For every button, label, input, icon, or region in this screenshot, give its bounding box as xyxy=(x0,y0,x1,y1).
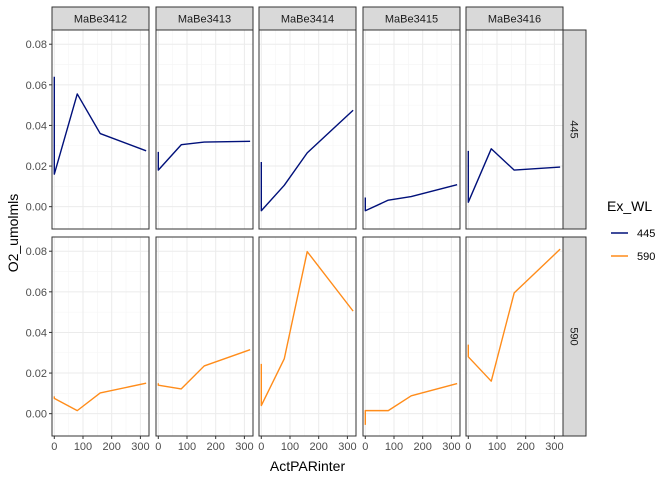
panel-background xyxy=(466,30,563,229)
panel-border xyxy=(362,236,461,437)
x-tick-label: 100 xyxy=(74,441,92,453)
series-line-590-MaBe3412 xyxy=(53,382,147,412)
panel-445-MaBe3414 xyxy=(258,29,357,230)
series-line-445-MaBe3412 xyxy=(53,76,147,175)
y-tick-label: 0.04 xyxy=(26,327,47,339)
strip-label: 590 xyxy=(568,327,580,345)
x-tick-label: 0 xyxy=(362,441,368,453)
series-line-590-MaBe3413 xyxy=(157,349,251,390)
strip-label: MaBe3413 xyxy=(178,14,231,26)
x-tick-label: 300 xyxy=(338,441,356,453)
panel-background xyxy=(259,237,356,436)
panel-590-MaBe3412 xyxy=(51,236,150,437)
strip-label: MaBe3414 xyxy=(281,14,334,26)
y-tick-label: 0.02 xyxy=(26,161,47,173)
strip-background xyxy=(562,236,587,437)
x-tick-label: 0 xyxy=(155,441,161,453)
strip-background xyxy=(562,29,587,230)
series-line-445-MaBe3416 xyxy=(467,148,561,203)
x-tick-label: 0 xyxy=(465,441,471,453)
y-tick-label: 0.08 xyxy=(26,246,47,258)
legend-label: 590 xyxy=(637,251,655,263)
x-tick-label: 200 xyxy=(517,441,535,453)
legend: Ex_WL 445 590 xyxy=(607,198,655,263)
panel-445-MaBe3413 xyxy=(155,29,254,230)
x-tick-label: 100 xyxy=(281,441,299,453)
panel-background xyxy=(156,237,253,436)
facet-panels xyxy=(51,29,564,437)
facet-strips: MaBe3412 MaBe3413 MaBe3414 MaBe3415 MaBe3416… xyxy=(51,6,587,437)
panel-background xyxy=(363,30,460,229)
panel-590-MaBe3414 xyxy=(258,236,357,437)
legend-item-590: 590 xyxy=(611,251,655,263)
strip-col-MaBe3413: MaBe3413 xyxy=(155,6,254,31)
strip-background xyxy=(258,6,357,31)
strip-col-MaBe3415: MaBe3415 xyxy=(362,6,461,31)
x-tick-label: 300 xyxy=(131,441,149,453)
y-tick-label: 0.02 xyxy=(26,368,47,380)
x-tick-label: 200 xyxy=(310,441,328,453)
panel-445-MaBe3412 xyxy=(51,29,150,230)
series-line-590-MaBe3416 xyxy=(467,248,561,382)
panel-border xyxy=(258,236,357,437)
y-tick-label: 0.00 xyxy=(26,409,47,421)
strip-label: MaBe3412 xyxy=(74,14,127,26)
strip-label: MaBe3416 xyxy=(488,14,541,26)
panel-445-MaBe3415 xyxy=(362,29,461,230)
series-line-445-MaBe3415 xyxy=(364,184,458,212)
x-tick-label: 200 xyxy=(414,441,432,453)
panel-background xyxy=(466,237,563,436)
panel-background xyxy=(52,30,149,229)
panel-border xyxy=(155,236,254,437)
x-tick-label: 200 xyxy=(103,441,121,453)
strip-col-MaBe3412: MaBe3412 xyxy=(51,6,150,31)
strip-label: 445 xyxy=(568,120,580,138)
legend-label: 445 xyxy=(637,228,655,240)
strip-background xyxy=(155,6,254,31)
x-tick-label: 300 xyxy=(235,441,253,453)
x-tick-label: 0 xyxy=(258,441,264,453)
x-tick-label: 300 xyxy=(545,441,563,453)
series-line-445-MaBe3413 xyxy=(157,140,251,171)
y-tick-label: 0.08 xyxy=(26,39,47,51)
strip-col-MaBe3414: MaBe3414 xyxy=(258,6,357,31)
axes: 0.00 0.02 0.04 0.06 0.08 0.00 0.02 0.04 0.06 0.08… xyxy=(26,39,564,453)
series-line-445-MaBe3414 xyxy=(260,109,354,212)
y-axis-title: O2_umolmls xyxy=(5,194,21,273)
strip-row-445: 445 xyxy=(562,29,587,230)
x-tick-label: 100 xyxy=(178,441,196,453)
panel-background xyxy=(363,237,460,436)
panel-445-MaBe3416 xyxy=(465,29,564,230)
strip-background xyxy=(362,6,461,31)
strip-col-MaBe3416: MaBe3416 xyxy=(465,6,564,31)
strip-background xyxy=(51,6,150,31)
y-tick-label: 0.06 xyxy=(26,80,47,92)
panel-background xyxy=(259,30,356,229)
strip-row-590: 590 xyxy=(562,236,587,437)
y-tick-label: 0.00 xyxy=(26,202,47,214)
y-tick-label: 0.06 xyxy=(26,287,47,299)
panel-590-MaBe3415 xyxy=(362,236,461,437)
panel-background xyxy=(52,237,149,436)
legend-title: Ex_WL xyxy=(607,198,652,214)
series-line-590-MaBe3415 xyxy=(364,382,458,425)
panel-background xyxy=(156,30,253,229)
x-axis-title: ActPARinter xyxy=(270,458,346,474)
x-tick-label: 0 xyxy=(51,441,57,453)
legend-item-445: 445 xyxy=(611,228,655,240)
x-tick-label: 100 xyxy=(488,441,506,453)
x-tick-label: 100 xyxy=(385,441,403,453)
x-tick-label: 200 xyxy=(207,441,225,453)
strip-background xyxy=(465,6,564,31)
panel-590-MaBe3413 xyxy=(155,236,254,437)
x-tick-label: 300 xyxy=(442,441,460,453)
panel-border xyxy=(51,236,150,437)
y-tick-label: 0.04 xyxy=(26,120,47,132)
panel-590-MaBe3416 xyxy=(465,236,564,437)
strip-label: MaBe3415 xyxy=(385,14,438,26)
series-line-590-MaBe3414 xyxy=(260,250,354,407)
